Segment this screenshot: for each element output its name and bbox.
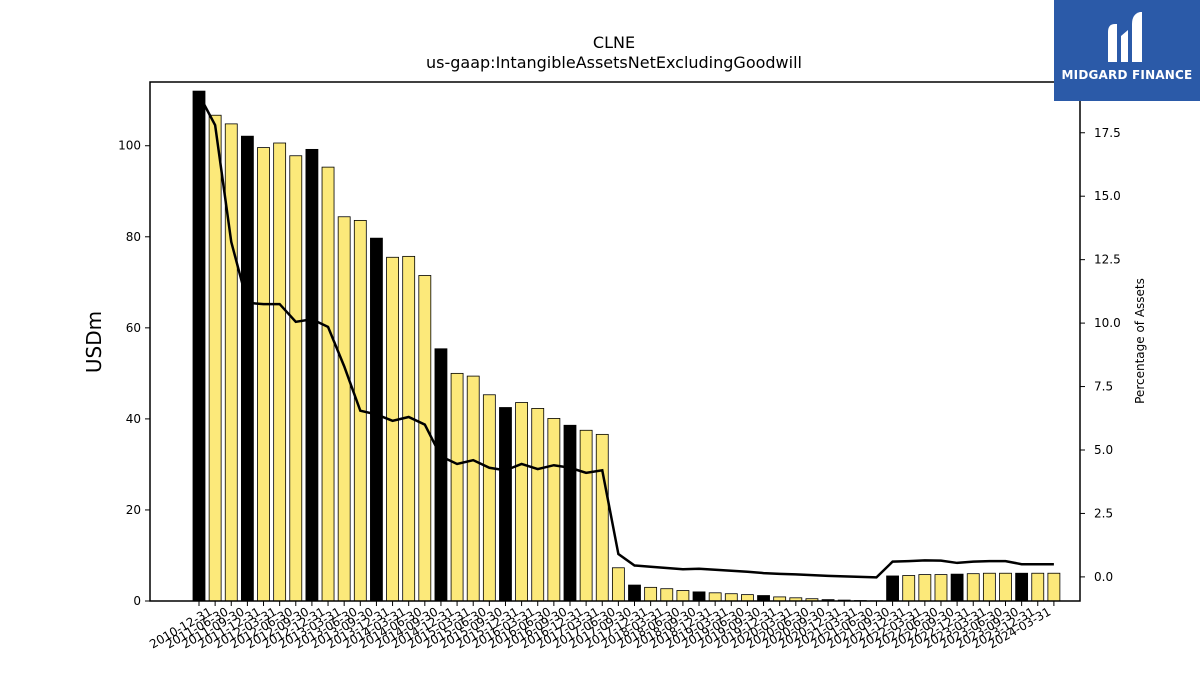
x-axis: 2010-12-312011-06-302011-09-302011-12-31… — [147, 601, 1055, 651]
bar-2018-09-30 — [692, 591, 706, 602]
bar-2022-03-31 — [918, 574, 932, 602]
y-tick-label: 80 — [126, 230, 141, 244]
y-tick-label: 100 — [118, 139, 141, 153]
y-axis-left: 0 20 40 60 80 100 — [118, 139, 150, 608]
bar-2013-12-31 — [386, 256, 399, 602]
bar-2023-12-31 — [1031, 572, 1045, 602]
bar-group — [192, 90, 1061, 602]
bar-2018-03-31 — [660, 588, 674, 602]
y2-axis-title: Percentage of Assets — [1133, 278, 1147, 404]
bar-2012-12-31 — [321, 166, 335, 602]
bar-2017-06-30 — [611, 567, 625, 602]
bar-2014-06-30 — [418, 275, 432, 602]
chart-subtitle: us-gaap:IntangibleAssetsNetExcludingGood… — [426, 53, 802, 72]
plot-frame — [149, 81, 1081, 602]
y2-tick-label: 10.0 — [1094, 316, 1121, 330]
bar-2012-09-30 — [305, 148, 319, 602]
y-tick-label: 60 — [126, 321, 141, 335]
y2-tick-label: 7.5 — [1094, 380, 1113, 394]
bar-2017-12-31 — [644, 586, 658, 602]
bar-2023-03-31 — [982, 572, 996, 602]
bar-2010-12-31 — [192, 90, 206, 602]
midgard-finance-logo: MIDGARD FINANCE — [1054, 0, 1200, 101]
bar-2023-09-30 — [1015, 572, 1029, 602]
bar-2014-12-31 — [450, 372, 464, 602]
bar-2015-12-31 — [515, 402, 528, 602]
bar-2017-09-30 — [628, 584, 641, 602]
bar-2022-09-30 — [950, 573, 964, 602]
bar-2022-06-30 — [934, 574, 948, 602]
y2-tick-label: 5.0 — [1094, 443, 1113, 457]
y2-tick-label: 2.5 — [1094, 506, 1113, 520]
bar-2012-03-31 — [273, 142, 287, 602]
bar-2013-03-31 — [337, 216, 351, 602]
y-axis-right: 0.0 2.5 5.0 7.5 10.0 12.5 15.0 17.5 — [1080, 126, 1121, 584]
logo-mark-icon — [1108, 12, 1142, 62]
bar-2018-06-30 — [676, 590, 690, 602]
y-tick-label: 40 — [126, 412, 141, 426]
bar-2014-03-31 — [402, 255, 416, 602]
bar-2022-12-31 — [966, 573, 980, 602]
bar-2012-06-30 — [289, 155, 303, 602]
bar-2014-09-30 — [434, 348, 448, 602]
bar-2024-03-31 — [1047, 572, 1061, 602]
bar-2016-09-30 — [563, 424, 577, 602]
bar-2016-12-31 — [579, 429, 593, 602]
bar-2019-03-31 — [724, 593, 738, 602]
bar-2016-06-30 — [547, 418, 561, 602]
y2-tick-label: 0.0 — [1094, 570, 1113, 584]
y-tick-label: 0 — [133, 594, 141, 608]
bar-2011-06-30 — [224, 123, 238, 602]
y-axis-title: USDm — [82, 311, 106, 373]
bar-2011-09-30 — [240, 135, 254, 602]
logo-name: MIDGARD FINANCE — [1061, 68, 1193, 82]
bar-2015-03-31 — [466, 375, 480, 602]
y2-tick-label: 17.5 — [1094, 126, 1121, 140]
bar-2021-12-31 — [902, 575, 916, 602]
bar-2011-03-31 — [208, 114, 222, 602]
bar-2015-06-30 — [482, 394, 496, 602]
bar-2021-09-30 — [886, 575, 899, 602]
y2-tick-label: 15.0 — [1094, 189, 1121, 203]
bar-2023-06-30 — [999, 572, 1012, 602]
bar-2017-03-31 — [595, 433, 609, 602]
percentage-line — [197, 94, 1054, 579]
y-tick-label: 20 — [126, 503, 141, 517]
y2-tick-label: 12.5 — [1094, 253, 1121, 267]
bar-2015-09-30 — [499, 407, 512, 602]
bar-2011-12-31 — [257, 147, 270, 602]
bar-2019-06-30 — [741, 594, 754, 602]
bar-2019-09-30 — [757, 595, 770, 602]
chart-title: CLNE — [593, 33, 635, 52]
bar-2013-09-30 — [370, 237, 383, 602]
bar-2016-03-31 — [531, 408, 545, 602]
bar-2018-12-31 — [708, 592, 722, 602]
